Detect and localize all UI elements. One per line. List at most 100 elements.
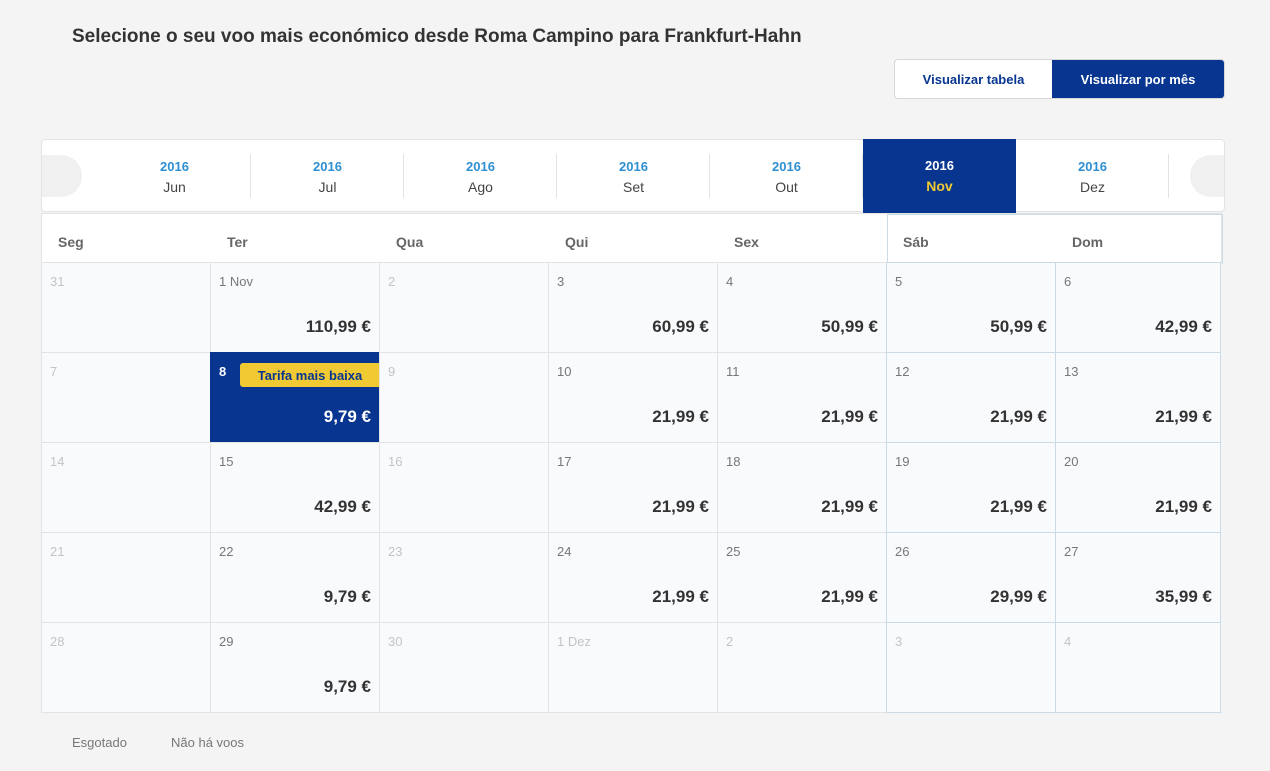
month-divider: [709, 154, 710, 198]
view-toggle: Visualizar tabela Visualizar por mês: [894, 59, 1225, 99]
calendar-day-cell[interactable]: 17 21,99 €: [548, 442, 718, 533]
day-number: 13: [1064, 364, 1079, 379]
fare-price: 9,79 €: [323, 407, 371, 426]
day-number: 20: [1064, 454, 1079, 469]
day-number: 24: [557, 544, 572, 559]
calendar-day-cell[interactable]: 22 9,79 €: [210, 532, 380, 623]
month-divider: [556, 154, 557, 198]
calendar-day-cell: 7: [41, 352, 211, 443]
day-number: 4: [1064, 634, 1072, 649]
calendar-day-cell[interactable]: 5 50,99 €: [886, 262, 1056, 353]
day-number: 3: [895, 634, 903, 649]
weekday-label: Dom: [1072, 234, 1104, 250]
calendar-day-cell[interactable]: 29 9,79 €: [210, 622, 380, 713]
prev-month-arrow-icon[interactable]: [42, 155, 82, 197]
fare-price: 110,99 €: [305, 317, 371, 336]
day-number: 12: [895, 364, 910, 379]
month-name: Ago: [468, 178, 493, 195]
month-tab-dez[interactable]: 2016 Dez: [1016, 140, 1169, 213]
calendar-day-cell[interactable]: 1 Nov 110,99 €: [210, 262, 380, 353]
fare-price: 42,99 €: [1155, 317, 1212, 336]
fare-price: 21,99 €: [821, 497, 878, 516]
table-view-button[interactable]: Visualizar tabela: [922, 71, 1025, 87]
month-name: Jul: [318, 178, 337, 195]
calendar-day-cell[interactable]: 19 21,99 €: [886, 442, 1056, 533]
day-number: 7: [50, 364, 58, 379]
month-name: Set: [622, 178, 644, 195]
month-tab-nov[interactable]: 2016 Nov: [863, 139, 1016, 213]
calendar-day-cell[interactable]: 18 21,99 €: [717, 442, 887, 533]
calendar-day-cell[interactable]: 27 35,99 €: [1055, 532, 1221, 623]
calendar-day-cell[interactable]: 13 21,99 €: [1055, 352, 1221, 443]
month-divider: [862, 154, 863, 198]
legend-sold-out: Esgotado: [72, 735, 127, 750]
month-tab-jun[interactable]: 2016 Jun: [98, 140, 251, 213]
weekday-label: Qui: [565, 234, 589, 250]
calendar-day-cell[interactable]: 3 60,99 €: [548, 262, 718, 353]
calendar-day-cell: 30: [379, 622, 549, 713]
weekday-label: Qua: [396, 234, 424, 250]
month-selector: 2016 Jun 2016 Jul 2016 Ago 2016 Set 2016 Out 2016 N…: [41, 139, 1225, 213]
day-number: 16: [388, 454, 403, 469]
calendar-day-cell[interactable]: 12 21,99 €: [886, 352, 1056, 443]
calendar-day-cell[interactable]: 11 21,99 €: [717, 352, 887, 443]
month-year: 2016: [160, 158, 189, 174]
calendar-day-cell[interactable]: 8 Tarifa mais baixa 9,79 €: [210, 352, 380, 443]
day-number: 29: [219, 634, 234, 649]
day-number: 1 Nov: [219, 274, 253, 289]
next-month-arrow-icon[interactable]: [1190, 155, 1224, 197]
day-number: 15: [219, 454, 234, 469]
month-name: Nov: [926, 178, 953, 194]
fare-price: 50,99 €: [990, 317, 1047, 336]
day-number: 28: [50, 634, 65, 649]
month-divider: [250, 154, 251, 198]
month-year: 2016: [772, 158, 801, 174]
day-number: 3: [557, 274, 565, 289]
fare-price: 60,99 €: [652, 317, 709, 336]
calendar-day-cell[interactable]: 4 50,99 €: [717, 262, 887, 353]
fare-price: 35,99 €: [1155, 587, 1212, 606]
calendar-day-cell[interactable]: 24 21,99 €: [548, 532, 718, 623]
fare-price: 21,99 €: [1155, 407, 1212, 426]
day-number: 4: [726, 274, 734, 289]
month-year: 2016: [619, 158, 648, 174]
calendar-day-cell: 9: [379, 352, 549, 443]
calendar-day-cell[interactable]: 25 21,99 €: [717, 532, 887, 623]
day-number: 31: [50, 274, 65, 289]
calendar-day-cell[interactable]: 26 29,99 €: [886, 532, 1056, 623]
day-number: 2: [726, 634, 734, 649]
month-name: Dez: [1080, 178, 1105, 195]
calendar-day-cell: 1 Dez: [548, 622, 718, 713]
day-number: 2: [388, 274, 396, 289]
month-year: 2016: [466, 158, 495, 174]
day-number: 5: [895, 274, 903, 289]
weekday-label: Seg: [58, 234, 84, 250]
calendar-day-cell[interactable]: 15 42,99 €: [210, 442, 380, 533]
month-tab-ago[interactable]: 2016 Ago: [404, 140, 557, 213]
day-number: 19: [895, 454, 910, 469]
calendar-day-cell[interactable]: 20 21,99 €: [1055, 442, 1221, 533]
month-tab-out[interactable]: 2016 Out: [710, 140, 863, 213]
calendar-day-cell[interactable]: 10 21,99 €: [548, 352, 718, 443]
month-divider: [1168, 154, 1169, 198]
fare-price: 21,99 €: [652, 497, 709, 516]
month-view-button[interactable]: Visualizar por mês: [1052, 60, 1224, 98]
calendar-day-cell: 14: [41, 442, 211, 533]
month-year: 2016: [1078, 158, 1107, 174]
calendar-day-cell[interactable]: 6 42,99 €: [1055, 262, 1221, 353]
weekend-header: [887, 214, 1223, 264]
day-number: 8: [219, 364, 227, 379]
calendar-day-cell: 2: [379, 262, 549, 353]
day-number: 1 Dez: [557, 634, 591, 649]
month-tab-jul[interactable]: 2016 Jul: [251, 140, 404, 213]
month-tab-set[interactable]: 2016 Set: [557, 140, 710, 213]
month-divider: [403, 154, 404, 198]
day-number: 23: [388, 544, 403, 559]
day-number: 30: [388, 634, 403, 649]
day-number: 11: [726, 364, 740, 379]
fare-price: 9,79 €: [323, 587, 371, 606]
fare-price: 21,99 €: [821, 407, 878, 426]
weekday-label: Sáb: [903, 234, 929, 250]
lowest-fare-badge: Tarifa mais baixa: [240, 363, 380, 387]
day-number: 14: [50, 454, 65, 469]
